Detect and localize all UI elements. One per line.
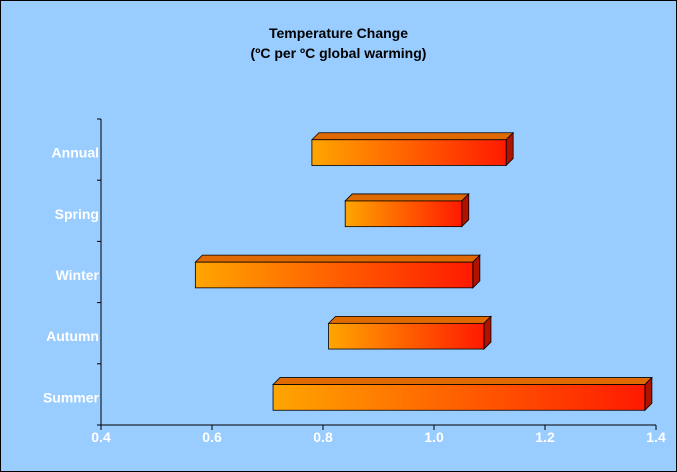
bar-top-autumn xyxy=(327,315,492,324)
x-tick-label: 0.8 xyxy=(313,429,333,445)
bar-autumn xyxy=(328,322,485,350)
bar-top-summer xyxy=(272,377,653,385)
x-tick-label: 0.4 xyxy=(91,429,111,445)
bar-top-annual xyxy=(310,132,515,141)
chart-title: Temperature Change xyxy=(269,25,408,41)
x-tick-label: 1.0 xyxy=(424,429,444,445)
chart-title-block: Temperature Change (ºC per ºC global war… xyxy=(1,23,676,63)
bar-winter xyxy=(194,261,474,289)
x-tick-label: 1.2 xyxy=(535,429,555,445)
bar-top-winter xyxy=(194,254,481,263)
category-label-autumn: Autumn xyxy=(46,328,99,344)
chart-subtitle: (ºC per ºC global warming) xyxy=(250,45,427,61)
category-label-spring: Spring xyxy=(55,206,99,222)
axes xyxy=(97,118,657,430)
labels: 0.4 0.6 0.8 1.0 1.2 1.4 Annual Spring Winter Autu… xyxy=(43,145,666,445)
category-label-summer: Summer xyxy=(43,389,100,405)
bar-top-spring xyxy=(344,193,470,202)
x-tick-label: 0.6 xyxy=(202,429,222,445)
bar-summer xyxy=(272,384,646,411)
bars xyxy=(194,131,653,412)
bar-spring xyxy=(344,200,463,228)
bar-annual xyxy=(311,139,507,166)
x-tick-label: 1.4 xyxy=(646,429,666,445)
category-label-winter: Winter xyxy=(56,267,100,283)
category-label-annual: Annual xyxy=(52,145,99,161)
